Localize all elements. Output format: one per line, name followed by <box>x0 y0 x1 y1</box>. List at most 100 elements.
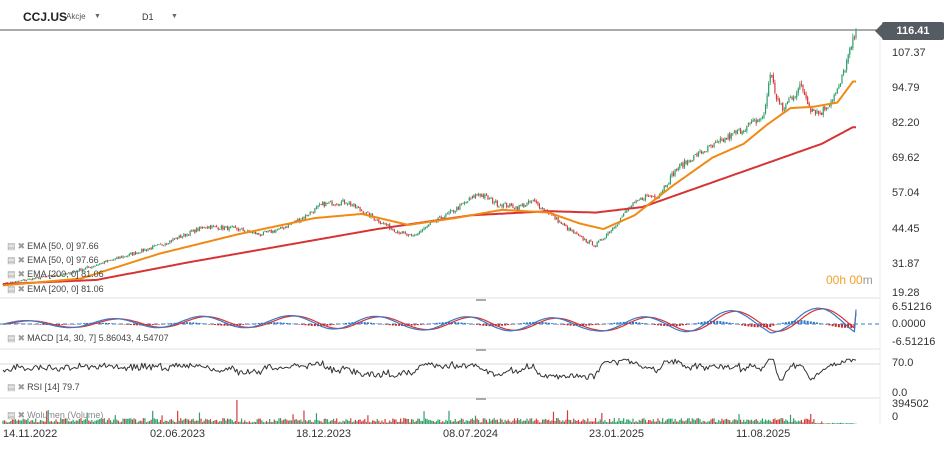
volume-bar <box>400 418 402 424</box>
macd-histogram-bar <box>332 324 335 325</box>
macd-histogram-bar <box>831 324 834 327</box>
volume-bar <box>490 420 492 424</box>
candle-body <box>387 224 389 226</box>
candle-body <box>476 194 478 195</box>
symbol-dropdown-icon[interactable]: ▼ <box>94 13 101 20</box>
macd-histogram-bar <box>313 324 316 327</box>
candle-body <box>579 234 581 236</box>
volume-bar <box>794 420 796 424</box>
volume-bar <box>47 410 49 424</box>
candle-body <box>120 256 123 258</box>
candle-body <box>177 238 179 239</box>
legend-rsi[interactable]: ▤ ✖ RSI [14] 79.7 <box>7 382 80 392</box>
candle-body <box>167 243 169 245</box>
close-icon[interactable]: ✖ <box>17 269 26 279</box>
volume-bar <box>345 419 347 424</box>
macd-tick: 6.51216 <box>892 301 932 313</box>
candle-body <box>226 226 229 231</box>
legend-ema-50[interactable]: ▤ ✖ EMA [50, 0] 97.66 <box>7 241 99 251</box>
candle-body <box>351 205 353 207</box>
legend-macd[interactable]: ▤ ✖ MACD [14, 30, 7] 5.86043, 4.54707 <box>7 333 169 343</box>
macd-histogram-bar <box>607 323 610 325</box>
candle-body <box>459 204 461 210</box>
candle-body <box>365 212 367 214</box>
settings-icon[interactable]: ▤ <box>7 382 16 392</box>
legend-ema-200[interactable]: ▤ ✖ EMA [200, 0] 81.06 <box>7 284 104 294</box>
volume-bar <box>499 418 502 424</box>
date-tick: 23.01.2025 <box>589 428 645 440</box>
macd-histogram-bar <box>603 324 606 325</box>
macd-histogram-bar <box>129 324 132 326</box>
legend-ema-200[interactable]: ▤ ✖ EMA [200, 0] 81.06 <box>7 269 104 279</box>
volume-bar <box>451 421 453 424</box>
macd-histogram-bar <box>154 324 157 325</box>
volume-bar <box>468 421 470 424</box>
candle-body <box>22 279 24 281</box>
volume-bar <box>212 420 215 424</box>
candle-body <box>234 226 236 228</box>
volume-bar <box>467 420 469 424</box>
macd-histogram-bar <box>370 322 373 324</box>
candle-body <box>498 206 500 207</box>
volume-bar <box>605 421 608 424</box>
macd-histogram-bar <box>569 324 572 326</box>
settings-icon[interactable]: ▤ <box>7 284 16 294</box>
volume-bar <box>77 420 79 424</box>
volume-bar <box>124 418 126 424</box>
close-icon[interactable]: ✖ <box>17 382 26 392</box>
volume-bar <box>741 422 743 424</box>
macd-histogram-bar <box>363 322 366 324</box>
volume-bar <box>106 419 109 424</box>
legend-volume[interactable]: ▤ ✖ Wolumen (Volume) <box>7 410 104 420</box>
candle-body <box>304 214 307 219</box>
close-icon[interactable]: ✖ <box>17 333 26 343</box>
settings-icon[interactable]: ▤ <box>7 410 16 420</box>
volume-bar <box>226 418 229 424</box>
candle-body <box>88 266 90 268</box>
close-icon[interactable]: ✖ <box>17 241 26 251</box>
close-icon[interactable]: ✖ <box>17 255 26 265</box>
volume-bar <box>127 418 129 424</box>
candle-body <box>136 252 138 254</box>
volume-bar <box>758 422 760 424</box>
volume-bar <box>301 421 304 424</box>
candle-body <box>320 204 322 206</box>
volume-bar <box>120 421 123 424</box>
volume-bar <box>233 422 235 424</box>
candle-body <box>181 236 183 238</box>
volume-bar <box>347 420 349 424</box>
volume-tick: 394502 <box>892 398 929 410</box>
settings-icon[interactable]: ▤ <box>7 269 16 279</box>
symbol-label[interactable]: CCJ.US <box>23 10 68 24</box>
macd-histogram-bar <box>214 324 217 326</box>
settings-icon[interactable]: ▤ <box>7 241 16 251</box>
candle-body <box>788 98 790 103</box>
volume-bar <box>828 423 831 424</box>
volume-bar <box>788 421 790 424</box>
close-icon[interactable]: ✖ <box>17 284 26 294</box>
macd-histogram-bar <box>775 324 778 325</box>
macd-histogram-bar <box>525 322 528 324</box>
settings-icon[interactable]: ▤ <box>7 255 16 265</box>
candle-body <box>350 202 352 206</box>
macd-histogram-bar <box>285 322 288 324</box>
volume-bar <box>167 421 169 424</box>
volume-bar <box>208 420 210 424</box>
close-icon[interactable]: ✖ <box>17 410 26 420</box>
candle-body <box>138 252 140 254</box>
settings-icon[interactable]: ▤ <box>7 333 16 343</box>
macd-histogram-bar <box>457 322 460 324</box>
candle-body <box>596 242 598 247</box>
volume-bar <box>470 419 472 424</box>
timeframe-dropdown-icon[interactable]: ▼ <box>171 13 178 20</box>
timeframe-selector[interactable]: D1 <box>142 12 154 22</box>
candle-body <box>340 201 342 206</box>
candle-body <box>261 234 263 236</box>
volume-bar <box>683 421 686 424</box>
legend-ema-50[interactable]: ▤ ✖ EMA [50, 0] 97.66 <box>7 255 99 265</box>
volume-bar <box>122 418 124 424</box>
volume-bar <box>727 419 729 424</box>
volume-bar <box>150 419 152 424</box>
candle-body <box>827 107 829 109</box>
